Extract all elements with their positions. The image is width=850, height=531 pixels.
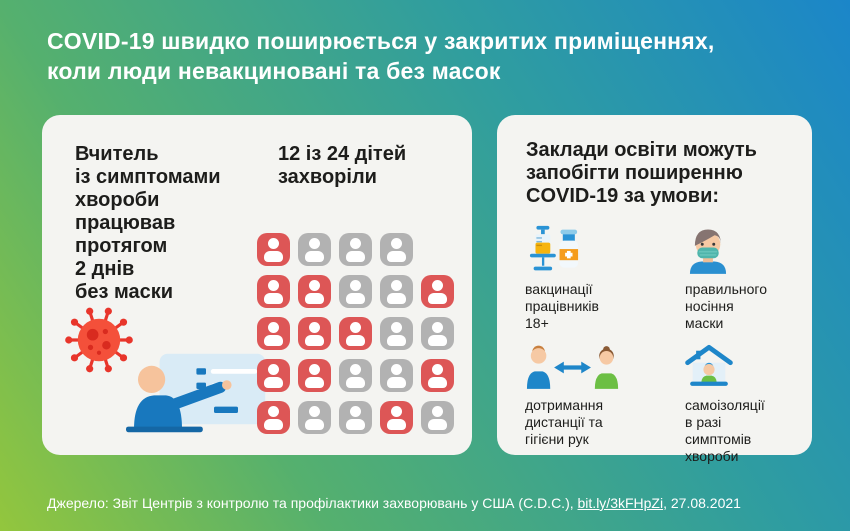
- prevention-item-label: правильного носіння маски: [685, 281, 767, 331]
- prevention-item-label: самоізоляції в разі симптомів хвороби: [685, 397, 765, 464]
- sick-child-icon: [298, 275, 331, 308]
- sick-child-icon: [298, 317, 331, 350]
- healthy-child-icon: [421, 401, 454, 434]
- healthy-child-icon: [298, 401, 331, 434]
- prevention-item-vaccination: вакцинації працівників 18+: [525, 225, 650, 332]
- healthy-child-icon: [298, 233, 331, 266]
- prevention-heading: Заклади освіти можуть запобігти поширенн…: [526, 139, 757, 207]
- prevention-item-mask: правильного носіння маски: [685, 225, 810, 332]
- healthy-child-icon: [380, 317, 413, 350]
- sick-child-icon: [257, 233, 290, 266]
- title-line-2: коли люди невакциновані та без масок: [47, 58, 501, 84]
- source-link[interactable]: bit.ly/3kFHpZi: [577, 495, 664, 511]
- source-date: , 27.08.2021: [663, 495, 741, 511]
- children-pictograph: [257, 233, 454, 443]
- healthy-child-icon: [339, 233, 372, 266]
- prevention-item-label: вакцинації працівників 18+: [525, 281, 599, 331]
- masked-person-icon: [685, 225, 810, 275]
- sick-child-icon: [298, 359, 331, 392]
- teacher-case-text: Вчитель із симптомами хвороби працював п…: [75, 143, 221, 303]
- teacher-at-board-illustration: [110, 349, 270, 438]
- healthy-child-icon: [339, 359, 372, 392]
- vaccine-syringe-vial-icon: [525, 225, 650, 275]
- page-title: COVID-19 швидко поширюється у закритих п…: [47, 26, 714, 86]
- self-isolation-home-icon: [685, 341, 810, 391]
- healthy-child-icon: [421, 317, 454, 350]
- sick-child-icon: [339, 317, 372, 350]
- infection-stat-text: 12 із 24 дітей захворіли: [278, 143, 407, 188]
- prevention-item-distance: дотримання дистанції та гігієни рук: [525, 341, 650, 448]
- teacher-case-card: Вчитель із симптомами хвороби працював п…: [42, 115, 472, 455]
- healthy-child-icon: [339, 275, 372, 308]
- sick-child-icon: [257, 275, 290, 308]
- source-text: Джерело: Звіт Центрів з контролю та проф…: [47, 495, 578, 511]
- sick-child-icon: [421, 359, 454, 392]
- healthy-child-icon: [380, 275, 413, 308]
- sick-child-icon: [257, 359, 290, 392]
- sick-child-icon: [421, 275, 454, 308]
- sick-child-icon: [257, 401, 290, 434]
- healthy-child-icon: [380, 359, 413, 392]
- coronavirus-icon: [64, 305, 134, 380]
- healthy-child-icon: [380, 233, 413, 266]
- sick-child-icon: [257, 317, 290, 350]
- healthy-child-icon: [339, 401, 372, 434]
- title-line-1: COVID-19 швидко поширюється у закритих п…: [47, 28, 715, 54]
- prevention-card: Заклади освіти можуть запобігти поширенн…: [497, 115, 812, 464]
- empty-grid-cell: [421, 233, 454, 266]
- prevention-item-isolation: самоізоляції в разі симптомів хвороби: [685, 341, 810, 465]
- sick-child-icon: [380, 401, 413, 434]
- source-footer: Джерело: Звіт Центрів з контролю та проф…: [47, 494, 741, 512]
- prevention-item-label: дотримання дистанції та гігієни рук: [525, 397, 604, 447]
- physical-distance-icon: [525, 341, 650, 391]
